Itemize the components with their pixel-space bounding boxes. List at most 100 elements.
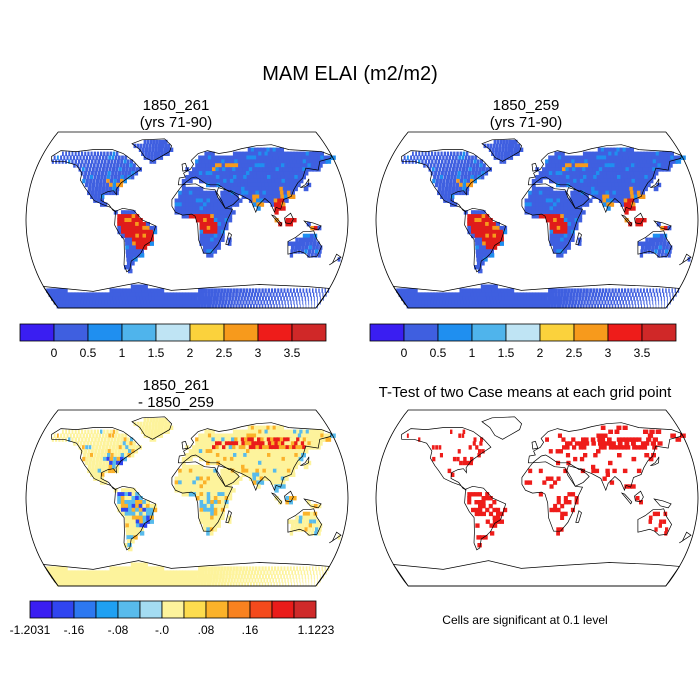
map-grid-cell xyxy=(474,218,479,223)
map-grid-cell xyxy=(413,155,416,160)
map-grid-cell xyxy=(577,159,582,164)
map-grid-cell xyxy=(227,476,232,481)
map-grid-cell xyxy=(133,257,138,262)
map-grid-cell xyxy=(467,218,472,223)
map-grid-cell xyxy=(71,429,74,434)
map-grid-cell xyxy=(251,288,255,293)
map-grid-cell xyxy=(206,218,211,223)
map-grid-cell xyxy=(200,582,204,587)
map-grid-cell xyxy=(240,460,245,466)
map-grid-cell xyxy=(140,562,145,567)
map-grid-cell xyxy=(205,167,210,172)
map-grid-cell xyxy=(458,433,461,438)
map-grid-cell xyxy=(185,480,190,485)
map-grid-cell xyxy=(575,167,580,172)
map-grid-cell xyxy=(591,468,596,474)
map-grid-cell xyxy=(174,198,179,203)
map-grid-cell xyxy=(402,288,409,293)
map-grid-cell xyxy=(612,194,618,199)
map-grid-cell xyxy=(141,425,145,430)
map-grid-cell xyxy=(100,480,104,485)
map-grid-cell xyxy=(614,296,617,301)
map-grid-cell xyxy=(473,292,478,297)
map-grid-cell xyxy=(528,202,533,207)
map-grid-cell xyxy=(176,292,180,297)
map-grid-cell xyxy=(556,198,561,203)
map-grid-cell xyxy=(241,304,244,309)
map-grid-cell xyxy=(647,292,650,297)
map-grid-cell xyxy=(514,139,518,145)
map-grid-cell xyxy=(646,159,652,164)
map-grid-cell xyxy=(465,151,469,156)
map-grid-cell xyxy=(524,198,529,203)
map-grid-cell xyxy=(415,151,417,156)
map-grid-cell xyxy=(185,453,190,458)
map-grid-cell xyxy=(563,202,568,207)
map-grid-cell xyxy=(126,257,131,262)
map-grid-cell xyxy=(324,566,326,571)
map-grid-cell xyxy=(131,288,137,293)
map-grid-cell xyxy=(591,186,596,192)
map-grid-cell xyxy=(287,453,293,458)
map-grid-cell xyxy=(206,500,211,505)
map-grid-cell xyxy=(265,468,271,474)
map-grid-cell xyxy=(552,194,557,199)
map-grid-cell xyxy=(245,566,249,571)
map-grid-cell xyxy=(185,300,189,305)
map-grid-cell xyxy=(560,292,564,297)
map-grid-cell xyxy=(572,296,575,301)
map-grid-cell xyxy=(231,202,236,207)
map-grid-cell xyxy=(261,566,264,571)
map-grid-cell xyxy=(121,233,126,239)
map-grid-cell xyxy=(88,167,92,172)
map-grid-cell xyxy=(224,488,229,493)
map-grid-cell xyxy=(564,304,568,309)
map-grid-cell xyxy=(243,453,248,458)
map-grid-cell xyxy=(632,186,638,192)
map-grid-cell xyxy=(138,304,144,309)
map-grid-cell xyxy=(160,147,164,152)
colorbar-tick-label: 1.1223 xyxy=(298,623,335,637)
map-grid-cell xyxy=(440,296,447,301)
map-grid-cell xyxy=(146,515,151,520)
map-grid-cell xyxy=(479,441,483,446)
map-grid-cell xyxy=(236,456,242,462)
map-grid-cell xyxy=(448,167,452,172)
map-grid-cell xyxy=(549,218,554,223)
map-grid-cell xyxy=(593,453,598,458)
map-grid-cell xyxy=(602,476,607,481)
map-grid-cell xyxy=(295,296,297,301)
map-grid-cell xyxy=(225,292,229,297)
map-grid-cell xyxy=(221,218,226,223)
map-grid-cell xyxy=(501,147,505,152)
map-grid-cell xyxy=(265,445,271,450)
map-grid-cell xyxy=(563,500,568,505)
map-grid-cell xyxy=(613,300,616,305)
map-grid-cell xyxy=(590,178,595,184)
map-grid-cell xyxy=(209,453,214,458)
map-grid-cell xyxy=(620,175,626,180)
map-grid-cell xyxy=(485,167,489,172)
map-grid-cell xyxy=(418,151,421,156)
map-grid-cell xyxy=(294,441,300,446)
map-grid-cell xyxy=(124,453,128,458)
map-grid-cell xyxy=(127,296,133,301)
map-grid-cell xyxy=(256,175,262,180)
map-grid-cell xyxy=(311,249,315,254)
map-grid-cell xyxy=(563,292,567,297)
map-grid-cell xyxy=(270,476,275,481)
map-grid-cell xyxy=(687,257,691,262)
map-grid-cell xyxy=(68,578,75,583)
map-grid-cell xyxy=(81,429,84,434)
map-grid-cell xyxy=(544,292,549,297)
map-grid-cell xyxy=(234,190,239,196)
map-grid-cell xyxy=(112,182,117,188)
map-grid-cell xyxy=(553,304,557,309)
map-grid-cell xyxy=(185,175,190,180)
map-grid-cell xyxy=(166,429,170,434)
map-grid-cell xyxy=(275,445,281,450)
map-grid-cell xyxy=(221,578,225,583)
coastline-borneo xyxy=(634,212,644,225)
map-grid-cell xyxy=(623,159,629,164)
map-grid-cell xyxy=(219,460,225,466)
